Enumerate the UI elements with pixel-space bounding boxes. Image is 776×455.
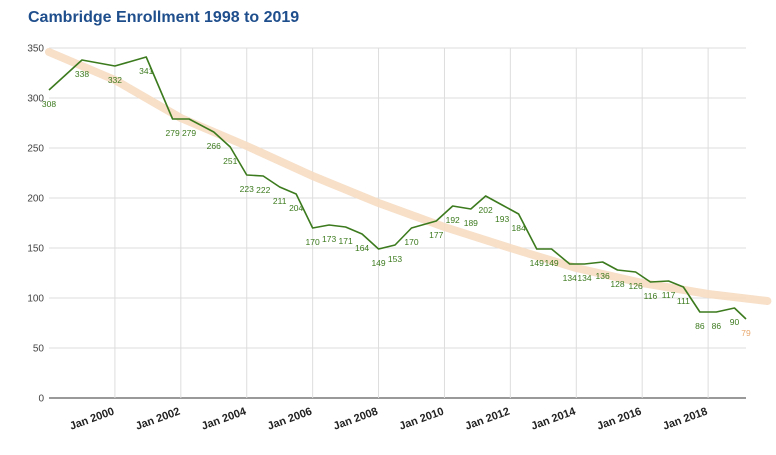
data-label: 266: [207, 141, 221, 151]
data-label: 134: [577, 273, 591, 283]
series-line: [48, 56, 747, 320]
data-label: 111: [677, 296, 690, 306]
data-label: 153: [388, 254, 402, 264]
data-label: 177: [429, 230, 443, 240]
data-label: 164: [355, 243, 369, 253]
data-label: 149: [530, 258, 544, 268]
data-label: 79: [741, 328, 751, 338]
data-label: 189: [464, 218, 478, 228]
data-label: 136: [596, 271, 610, 281]
data-label: 211: [273, 196, 287, 206]
data-label: 170: [404, 237, 418, 247]
data-label: 90: [730, 317, 740, 327]
data-label: 279: [182, 128, 196, 138]
y-tick-label: 200: [27, 194, 44, 205]
y-tick-label: 250: [27, 144, 44, 155]
data-label: 184: [512, 223, 526, 233]
data-label: 279: [165, 128, 179, 138]
y-tick-label: 150: [27, 244, 44, 255]
x-tick-label: Jan 2004: [200, 405, 249, 432]
data-label: 341: [139, 66, 153, 76]
y-tick-label: 0: [38, 394, 44, 405]
data-label: 149: [544, 258, 558, 268]
data-label: 338: [75, 69, 89, 79]
data-label: 192: [446, 215, 460, 225]
data-label: 128: [610, 279, 624, 289]
y-tick-label: 300: [27, 94, 44, 105]
chart-title: Cambridge Enrollment 1998 to 2019: [28, 9, 300, 26]
x-tick-label: Jan 2008: [332, 406, 380, 433]
x-tick-label: Jan 2012: [464, 406, 512, 433]
data-label: 308: [42, 99, 56, 109]
y-tick-label: 350: [27, 44, 44, 55]
data-label: 202: [479, 205, 493, 215]
data-label: 86: [712, 321, 722, 331]
x-tick-label: Jan 2018: [661, 406, 709, 433]
data-label: 134: [563, 273, 577, 283]
data-label: 171: [339, 236, 353, 246]
y-tick-label: 100: [27, 294, 44, 305]
data-label: 173: [322, 234, 336, 244]
x-tick-label: Jan 2006: [266, 406, 314, 433]
data-label: 149: [371, 258, 385, 268]
x-tick-label: Jan 2014: [530, 405, 579, 432]
x-tick-label: Jan 2016: [595, 406, 643, 433]
trendline: [45, 48, 772, 305]
data-label: 117: [662, 290, 676, 300]
x-tick-label: Jan 2010: [398, 406, 446, 433]
data-label: 332: [108, 75, 122, 85]
data-label: 170: [306, 237, 320, 247]
x-tick-label: Jan 2000: [68, 406, 116, 433]
data-label: 116: [644, 291, 658, 301]
data-label: 251: [223, 156, 237, 166]
y-tick-label: 50: [33, 344, 45, 355]
x-tick-label: Jan 2002: [134, 406, 182, 433]
data-label: 222: [256, 185, 270, 195]
data-label: 86: [695, 321, 705, 331]
data-label: 126: [629, 281, 643, 291]
data-label: 193: [495, 214, 509, 224]
data-label: 223: [240, 184, 254, 194]
data-label: 204: [289, 203, 303, 213]
